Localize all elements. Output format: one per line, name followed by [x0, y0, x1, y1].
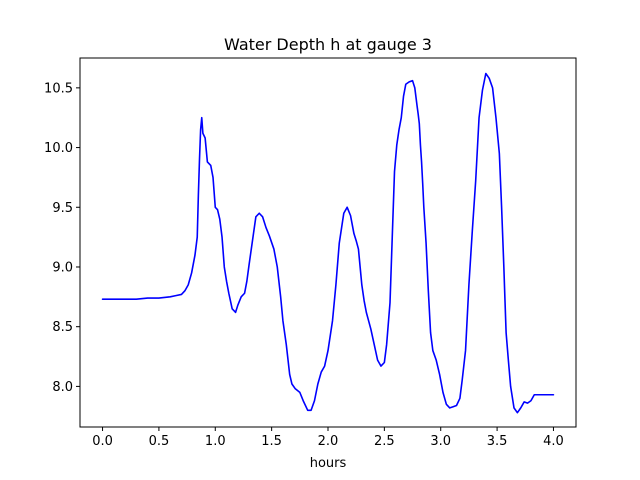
y-tick-label: 8.5 [52, 320, 73, 335]
y-tick-label: 8.0 [52, 380, 73, 395]
x-tick-label: 4.0 [543, 434, 564, 449]
x-tick-label: 1.0 [205, 434, 226, 449]
x-tick-label: 0.5 [149, 434, 170, 449]
y-tick-label: 9.5 [52, 201, 73, 216]
x-tick-label: 1.5 [261, 434, 282, 449]
x-tick-label: 2.0 [318, 434, 339, 449]
y-tick-label: 10.0 [44, 141, 73, 156]
x-tick-label: 0.0 [92, 434, 113, 449]
x-axis-label: hours [310, 456, 347, 471]
x-tick-label: 2.5 [374, 434, 395, 449]
x-tick-label: 3.0 [430, 434, 451, 449]
x-tick-label: 3.5 [487, 434, 508, 449]
plot-area: 0.0 0.5 1.0 1.5 2.0 2.5 3.0 3.5 4.0 8.0 8.5 9.0 9.5 1… [44, 57, 577, 449]
series-line [101, 72, 555, 414]
y-tick-label: 10.5 [44, 81, 73, 96]
y-tick-label: 9.0 [52, 260, 73, 275]
chart-title: Water Depth h at gauge 3 [224, 35, 432, 54]
